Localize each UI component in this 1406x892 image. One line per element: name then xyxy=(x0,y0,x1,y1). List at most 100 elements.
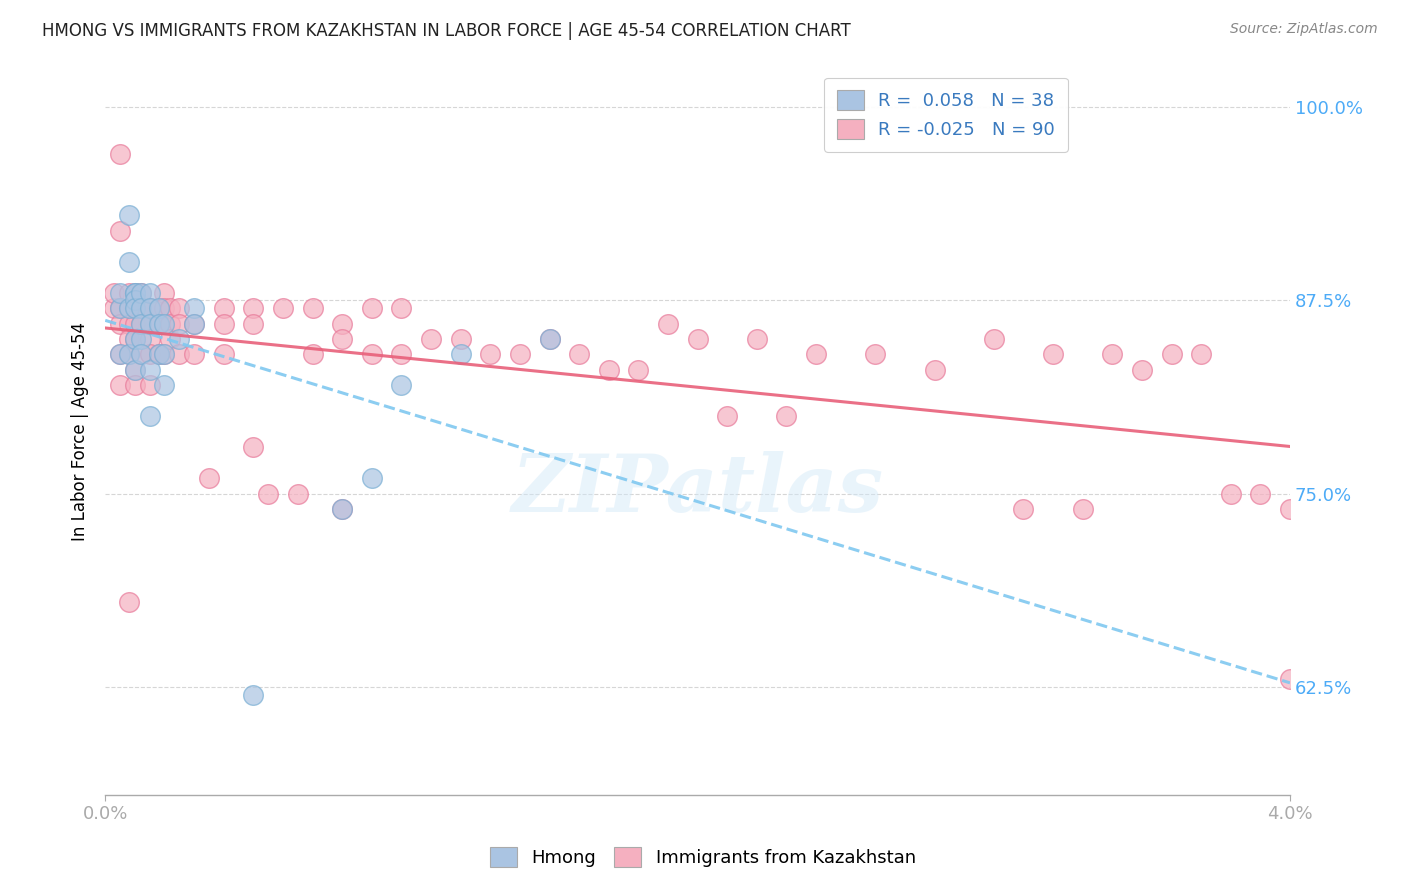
Point xyxy=(183,347,205,361)
Point xyxy=(242,301,264,315)
Point xyxy=(212,347,235,361)
Point xyxy=(330,317,353,331)
Point xyxy=(118,254,141,268)
Point xyxy=(138,317,160,331)
Point xyxy=(716,409,738,424)
Point xyxy=(148,301,170,315)
Point xyxy=(1160,347,1182,361)
Point xyxy=(129,301,152,315)
Point xyxy=(138,301,160,315)
Point xyxy=(138,378,160,392)
Point xyxy=(159,332,181,346)
Point xyxy=(129,347,152,361)
Point xyxy=(108,301,131,315)
Point xyxy=(103,301,125,315)
Point xyxy=(118,285,141,300)
Point xyxy=(330,502,353,516)
Point xyxy=(124,285,146,300)
Point xyxy=(1012,502,1035,516)
Point xyxy=(124,363,146,377)
Point xyxy=(183,317,205,331)
Point xyxy=(198,471,221,485)
Point xyxy=(124,301,146,315)
Point xyxy=(598,363,620,377)
Point xyxy=(108,285,131,300)
Point xyxy=(1042,347,1064,361)
Point xyxy=(242,440,264,454)
Point xyxy=(124,301,146,315)
Point xyxy=(538,332,561,346)
Point xyxy=(124,332,146,346)
Point xyxy=(686,332,709,346)
Point xyxy=(167,347,190,361)
Point xyxy=(657,317,679,331)
Point xyxy=(148,347,170,361)
Point xyxy=(124,332,146,346)
Text: ZIPatlas: ZIPatlas xyxy=(512,451,884,529)
Point xyxy=(118,332,141,346)
Point xyxy=(627,363,650,377)
Point xyxy=(242,688,264,702)
Point xyxy=(138,363,160,377)
Point xyxy=(924,363,946,377)
Point xyxy=(1249,486,1271,500)
Point xyxy=(167,317,190,331)
Point xyxy=(148,347,170,361)
Point xyxy=(138,301,160,315)
Point xyxy=(129,285,152,300)
Point xyxy=(129,301,152,315)
Point xyxy=(212,301,235,315)
Point xyxy=(1189,347,1212,361)
Point xyxy=(360,301,382,315)
Point xyxy=(804,347,827,361)
Point xyxy=(330,502,353,516)
Point xyxy=(287,486,309,500)
Point xyxy=(129,317,152,331)
Point xyxy=(509,347,531,361)
Point xyxy=(124,317,146,331)
Point xyxy=(138,285,160,300)
Point xyxy=(153,347,176,361)
Point xyxy=(1279,672,1302,686)
Point xyxy=(159,301,181,315)
Point xyxy=(420,332,443,346)
Point xyxy=(745,332,768,346)
Point xyxy=(538,332,561,346)
Point xyxy=(129,347,152,361)
Point xyxy=(124,363,146,377)
Point xyxy=(568,347,591,361)
Point xyxy=(391,378,413,392)
Point xyxy=(257,486,280,500)
Point xyxy=(138,409,160,424)
Point xyxy=(1279,502,1302,516)
Point xyxy=(138,317,160,331)
Point xyxy=(138,332,160,346)
Point xyxy=(1071,502,1094,516)
Point xyxy=(118,347,141,361)
Point xyxy=(983,332,1005,346)
Point xyxy=(183,317,205,331)
Point xyxy=(118,301,141,315)
Point xyxy=(124,378,146,392)
Point xyxy=(167,332,190,346)
Point xyxy=(450,347,472,361)
Point xyxy=(242,317,264,331)
Point xyxy=(129,332,152,346)
Point xyxy=(108,224,131,238)
Text: Source: ZipAtlas.com: Source: ZipAtlas.com xyxy=(1230,22,1378,37)
Point xyxy=(865,347,887,361)
Point xyxy=(148,317,170,331)
Point xyxy=(108,301,131,315)
Point xyxy=(450,332,472,346)
Point xyxy=(167,301,190,315)
Point xyxy=(108,347,131,361)
Point xyxy=(108,347,131,361)
Legend: R =  0.058   N = 38, R = -0.025   N = 90: R = 0.058 N = 38, R = -0.025 N = 90 xyxy=(824,78,1067,152)
Point xyxy=(124,285,146,300)
Point xyxy=(153,285,176,300)
Point xyxy=(1101,347,1123,361)
Legend: Hmong, Immigrants from Kazakhstan: Hmong, Immigrants from Kazakhstan xyxy=(482,839,924,874)
Point xyxy=(1219,486,1241,500)
Point xyxy=(148,317,170,331)
Point xyxy=(183,301,205,315)
